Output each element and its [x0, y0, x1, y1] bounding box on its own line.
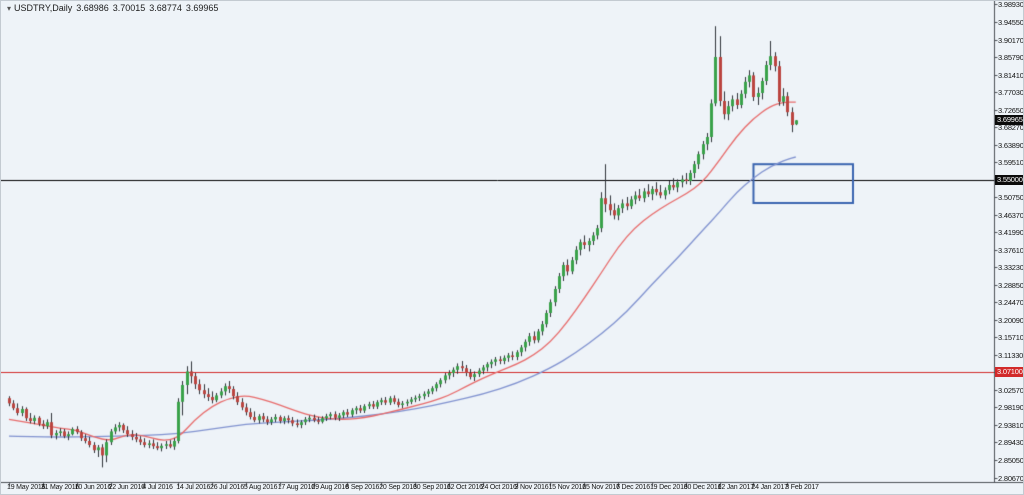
- date-axis-label: 3 Nov 2016: [514, 484, 549, 491]
- price-axis-label: 3.59510: [998, 158, 1024, 168]
- date-axis-label: 4 Jul 2016: [142, 484, 173, 491]
- date-axis-label: 5 Aug 2016: [243, 484, 278, 491]
- price-axis-label: 3.24470: [998, 298, 1024, 308]
- date-axis-label: 26 Jul 2016: [210, 484, 245, 491]
- date-axis-label: 12 Jan 2017: [717, 484, 755, 491]
- price-axis-label: 3.68270: [998, 123, 1024, 133]
- date-axis-label: 7 Dec 2016: [616, 484, 650, 491]
- legend-close: 3.69965: [185, 3, 219, 13]
- date-axis-label: 14 Jul 2016: [176, 484, 211, 491]
- legend-open: 3.68986: [76, 3, 109, 13]
- date-axis-label: 17 Aug 2016: [277, 484, 315, 491]
- date-axis-label: 19 Dec 2016: [649, 484, 688, 491]
- price-axis-label: 3.28850: [998, 280, 1024, 290]
- date-axis-label: 3 Feb 2017: [785, 484, 819, 491]
- date-axis-label: 24 Oct 2016: [480, 484, 517, 491]
- legend-high: 3.70015: [112, 3, 146, 13]
- price-axis-label: 2.80670: [998, 473, 1024, 483]
- date-axis-label: 10 Jun 2016: [74, 484, 112, 491]
- price-axis-label: 3.63890: [998, 140, 1024, 150]
- price-axis-label: 3.37610: [998, 245, 1024, 255]
- red-hline-price-tag: 3.07100: [995, 366, 1023, 377]
- date-axis-label: 19 May 2016: [7, 484, 46, 491]
- price-axis-label: 3.41990: [998, 228, 1024, 238]
- price-axis-label: 3.85790: [998, 53, 1024, 63]
- date-axis-label: 31 May 2016: [40, 484, 80, 491]
- legend-low: 3.68774: [149, 3, 182, 13]
- price-axis-label: 3.94550: [998, 18, 1024, 27]
- date-axis-label: 30 Dec 2016: [683, 484, 722, 491]
- date-axis-label: 20 Sep 2016: [379, 484, 417, 491]
- current-price-tag: 3.69965: [995, 115, 1023, 126]
- price-axis-label: 3.33230: [998, 263, 1024, 273]
- price-axis-label: 3.98930: [998, 0, 1024, 10]
- date-axis-label: 30 Sep 2016: [413, 484, 451, 491]
- price-axis-label: 2.89430: [998, 438, 1024, 448]
- price-axis-label: 3.77030: [998, 88, 1024, 98]
- date-axis-label: 29 Aug 2016: [311, 484, 349, 491]
- price-axis-label: 3.46370: [998, 210, 1024, 220]
- date-axis-label: 22 Jun 2016: [108, 484, 146, 491]
- date-axis-label: 15 Nov 2016: [548, 484, 586, 491]
- price-axis-label: 2.98190: [998, 403, 1024, 413]
- black-hline-price-tag: 3.55000: [995, 175, 1023, 186]
- price-axis-label: 2.93810: [998, 420, 1024, 430]
- price-axis-label: 2.85050: [998, 456, 1024, 465]
- date-axis-label: 12 Oct 2016: [446, 484, 483, 491]
- chart-legend: ▾ USDTRY,Daily 3.68986 3.70015 3.68774 3.6996…: [7, 3, 218, 14]
- price-axis-label: 3.15710: [998, 333, 1024, 343]
- price-axis-label: 3.11330: [998, 350, 1024, 360]
- price-axis-label: 3.02570: [998, 385, 1024, 395]
- date-axis-label: 8 Sep 2016: [345, 484, 380, 491]
- price-axis-label: 3.90170: [998, 35, 1024, 45]
- price-axis-label: 3.20090: [998, 315, 1024, 325]
- symbol-name: USDTRY,Daily: [14, 3, 73, 13]
- date-axis-label: 25 Nov 2016: [582, 484, 620, 491]
- price-axis-label: 3.72650: [998, 105, 1024, 115]
- date-axis-label: 24 Jan 2017: [751, 484, 788, 491]
- symbol-dropdown-icon[interactable]: ▾: [7, 4, 12, 13]
- price-axis-label: 3.81410: [998, 70, 1024, 80]
- price-axis-label: 3.50750: [998, 193, 1024, 203]
